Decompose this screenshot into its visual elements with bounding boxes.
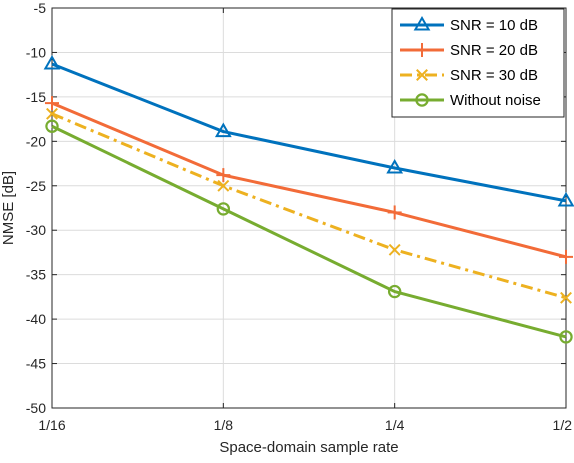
series-line [51,112,567,300]
y-tick-label: -5 [34,0,47,16]
legend-item: Without noise [400,92,541,109]
legend-marker [415,43,429,57]
legend-item: SNR = 20 dB [400,42,538,59]
y-tick-label: -50 [26,400,46,416]
legend-label: Without noise [450,92,541,109]
x-tick-label: 1/16 [38,417,65,433]
data-point [43,54,61,70]
x-tick-label: 1/8 [214,417,234,433]
y-tick-label: -10 [26,44,46,60]
data-point [387,205,402,220]
data-point [216,202,231,216]
x-marker-b [560,291,572,304]
series-3 [46,107,572,304]
legend-marker [413,15,431,31]
y-tick-label: -20 [26,133,46,149]
series-line [51,124,567,339]
series-4 [45,119,573,344]
x-axis-label: Space-domain sample rate [219,439,398,456]
series-line [51,101,567,259]
data-point [214,122,232,138]
x-marker-b [416,69,428,81]
x-marker-b [388,243,401,256]
data-point [216,168,231,183]
y-tick-label: -45 [26,356,46,372]
x-axis: 1/16 1/8 1/4 1/2 [38,8,572,433]
data-point [387,284,402,299]
data-point [560,291,572,304]
data-point [559,330,573,344]
legend-box [391,8,565,118]
legend-label: SNR = 10 dB [450,17,538,34]
legend-marker [415,93,429,107]
y-tick-label: -35 [26,267,46,283]
y-tick-label: -30 [26,222,46,238]
data-point [45,96,59,111]
legend-marker [416,69,428,81]
axes-box [51,7,567,409]
y-tick-label: -25 [26,178,46,194]
legend-label: SNR = 30 dB [450,67,538,84]
data-point [386,158,404,174]
x-tick-label: 1/2 [553,417,573,433]
data-point [46,107,58,120]
legend-item: SNR = 10 dB [400,15,538,34]
y-tick-label: -40 [26,311,46,327]
x-tick-label: 1/4 [385,417,405,433]
series-2 [45,96,573,264]
data-point [388,243,401,256]
data-point [45,119,59,133]
data-point [559,249,573,264]
legend-label: SNR = 20 dB [450,42,538,59]
series-1 [43,54,574,207]
x-marker-b [217,179,230,192]
legend-item: SNR = 30 dB [400,67,538,84]
legend: SNR = 10 dB SNR = 20 dB SNR = 30 dB Without… [391,8,565,118]
data-point [217,179,230,192]
y-tick-label: -15 [26,89,46,105]
data-point [557,191,574,207]
y-axis-label: NMSE [dB] [0,171,17,245]
x-marker-b [46,107,58,120]
y-axis: -5 -10 -15 -20 -25 -30 -35 -40 -45 -50 [26,0,566,416]
series-line [51,62,567,203]
